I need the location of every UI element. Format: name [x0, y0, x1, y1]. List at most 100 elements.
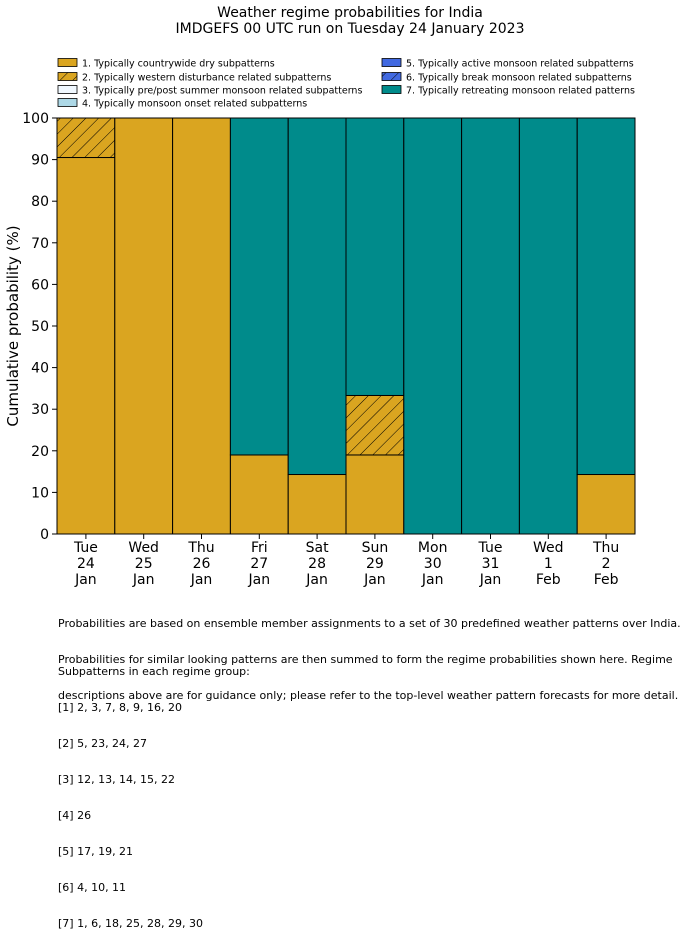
x-tick-label-line: Feb — [536, 572, 561, 588]
y-axis-label: Cumulative probability (%) — [4, 225, 22, 426]
legend-swatch-hatch — [382, 72, 401, 81]
chart-title: Weather regime probabilities for India — [217, 5, 483, 21]
chart-subtitle: IMDGEFS 00 UTC run on Tuesday 24 January… — [175, 21, 525, 37]
bar-segment — [576, 474, 636, 535]
legend-entry: 5. Typically active monsoon related subp… — [381, 58, 634, 70]
x-tick-label-line: 27 — [250, 556, 268, 572]
bar-segment — [345, 454, 405, 535]
x-tick-label-line: Feb — [594, 572, 619, 588]
x-tick-label-line: Mon — [418, 540, 448, 556]
x-tick-label-line: Wed — [533, 540, 564, 556]
y-tick-label: 100 — [22, 111, 49, 127]
footer-note-line: Probabilities are based on ensemble memb… — [58, 617, 681, 630]
x-tick-label-line: 24 — [77, 556, 95, 572]
bar-segment — [287, 474, 347, 535]
y-tick-label: 60 — [31, 277, 49, 293]
legend-entry: 3. Typically pre/post summer monsoon rel… — [57, 85, 362, 97]
x-tick-label-line: 1 — [544, 556, 553, 572]
x-tick-label: Wed 25 Jan — [128, 540, 159, 588]
x-tick-label-line: Thu — [187, 540, 214, 556]
group-line: [4] 26 — [58, 809, 92, 822]
y-tick-label: 50 — [31, 319, 49, 335]
group-line: [5] 17, 19, 21 — [58, 845, 134, 858]
x-tick-label: Wed 1 Feb — [533, 540, 564, 588]
x-tick-label-line: Fri — [251, 540, 268, 556]
legend-swatch — [381, 58, 402, 67]
x-tick-label: Mon 30 Jan — [418, 540, 448, 588]
x-tick-label-line: 28 — [308, 556, 326, 572]
group-line: [7] 1, 6, 18, 25, 28, 29, 30 — [58, 917, 204, 930]
legend-swatch-hatch — [58, 72, 77, 81]
groups-heading: Subpatterns in each regime group: — [58, 665, 250, 678]
legend-entry: 7. Typically retreating monsoon related … — [381, 85, 635, 97]
legend-swatch — [57, 98, 78, 107]
legend-entry: 4. Typically monsoon onset related subpa… — [57, 98, 307, 110]
bar-segment — [56, 157, 116, 535]
group-line: [2] 5, 23, 24, 27 — [58, 737, 148, 750]
bar-segment — [229, 454, 289, 535]
legend-entry: 6. Typically break monsoon related subpa… — [381, 72, 632, 84]
bar-segment — [287, 117, 347, 476]
x-tick-label-line: Jan — [363, 572, 386, 588]
x-tick-label: Sat 28 Jan — [305, 540, 329, 588]
x-tick-label-line: Sat — [306, 540, 329, 556]
y-tick-label: 80 — [31, 194, 49, 210]
footer-notes: Probabilities are based on ensemble memb… — [58, 594, 681, 714]
y-tick-label: 20 — [31, 444, 49, 460]
legend-entry: 1. Typically countrywide dry subpatterns — [57, 58, 275, 70]
x-tick-label: Fri 27 Jan — [248, 540, 271, 588]
x-tick-label-line: Sun — [362, 540, 389, 556]
bar-segment — [172, 117, 231, 535]
bar-segment — [114, 117, 174, 535]
x-tick-label-line: Jan — [248, 572, 271, 588]
legend-label: 1. Typically countrywide dry subpatterns — [82, 59, 275, 70]
x-tick-label-line: Jan — [190, 572, 213, 588]
y-tick-label: 30 — [31, 402, 49, 418]
subpattern-groups: Subpatterns in each regime group: [1] 2,… — [58, 642, 250, 942]
group-line: [3] 12, 13, 14, 15, 22 — [58, 773, 176, 786]
group-line: [6] 4, 10, 11 — [58, 881, 127, 894]
bar-segment — [229, 117, 289, 456]
probability-chart: 1. Typically countrywide dry subpatterns… — [4, 58, 636, 588]
bar-segment-hatch — [57, 118, 115, 158]
legend-label: 6. Typically break monsoon related subpa… — [406, 73, 632, 84]
legend-entry: 2. Typically western disturbance related… — [57, 72, 331, 84]
legend-label: 4. Typically monsoon onset related subpa… — [82, 99, 307, 110]
x-tick-label: Tue 24 Jan — [73, 540, 98, 588]
x-tick-label-line: Tue — [73, 540, 98, 556]
x-tick-label-line: Tue — [478, 540, 503, 556]
bar-segment-hatch — [346, 395, 404, 455]
legend-swatch — [381, 85, 402, 94]
x-tick-label-line: 25 — [135, 556, 153, 572]
legend-label: 3. Typically pre/post summer monsoon rel… — [82, 86, 362, 97]
y-tick-label: 90 — [31, 153, 49, 169]
footer-note-line: Probabilities for similar looking patter… — [58, 653, 673, 666]
x-tick-label-line: Jan — [421, 572, 444, 588]
bar-segment — [403, 117, 463, 535]
bars-group — [56, 117, 636, 535]
chart-legend: 1. Typically countrywide dry subpatterns… — [57, 58, 635, 110]
legend-label: 5. Typically active monsoon related subp… — [406, 59, 634, 70]
x-tick-label: Thu 26 Jan — [187, 540, 214, 588]
x-tick-label: Tue 31 Jan — [478, 540, 503, 588]
bar-segment — [576, 117, 636, 476]
legend-label: 7. Typically retreating monsoon related … — [406, 86, 635, 97]
x-tick-label-line: 31 — [482, 556, 500, 572]
x-tick-label-line: 26 — [193, 556, 211, 572]
x-tick-label-line: Thu — [592, 540, 619, 556]
x-tick-label-line: 30 — [424, 556, 442, 572]
bar-segment — [461, 117, 520, 535]
y-tick-label: 10 — [31, 485, 49, 501]
legend-label: 2. Typically western disturbance related… — [82, 73, 331, 84]
x-tick-label-line: 29 — [366, 556, 384, 572]
x-tick-label: Thu 2 Feb — [592, 540, 619, 588]
y-tick-label: 40 — [31, 361, 49, 377]
legend-swatch — [57, 58, 78, 67]
x-tick-label-line: Wed — [128, 540, 159, 556]
x-tick-label-line: Jan — [74, 572, 97, 588]
footer-note-line: descriptions above are for guidance only… — [58, 689, 679, 702]
y-tick-label: 70 — [31, 236, 49, 252]
bar-segment — [345, 117, 405, 396]
x-tick-label: Sun 29 Jan — [362, 540, 389, 588]
